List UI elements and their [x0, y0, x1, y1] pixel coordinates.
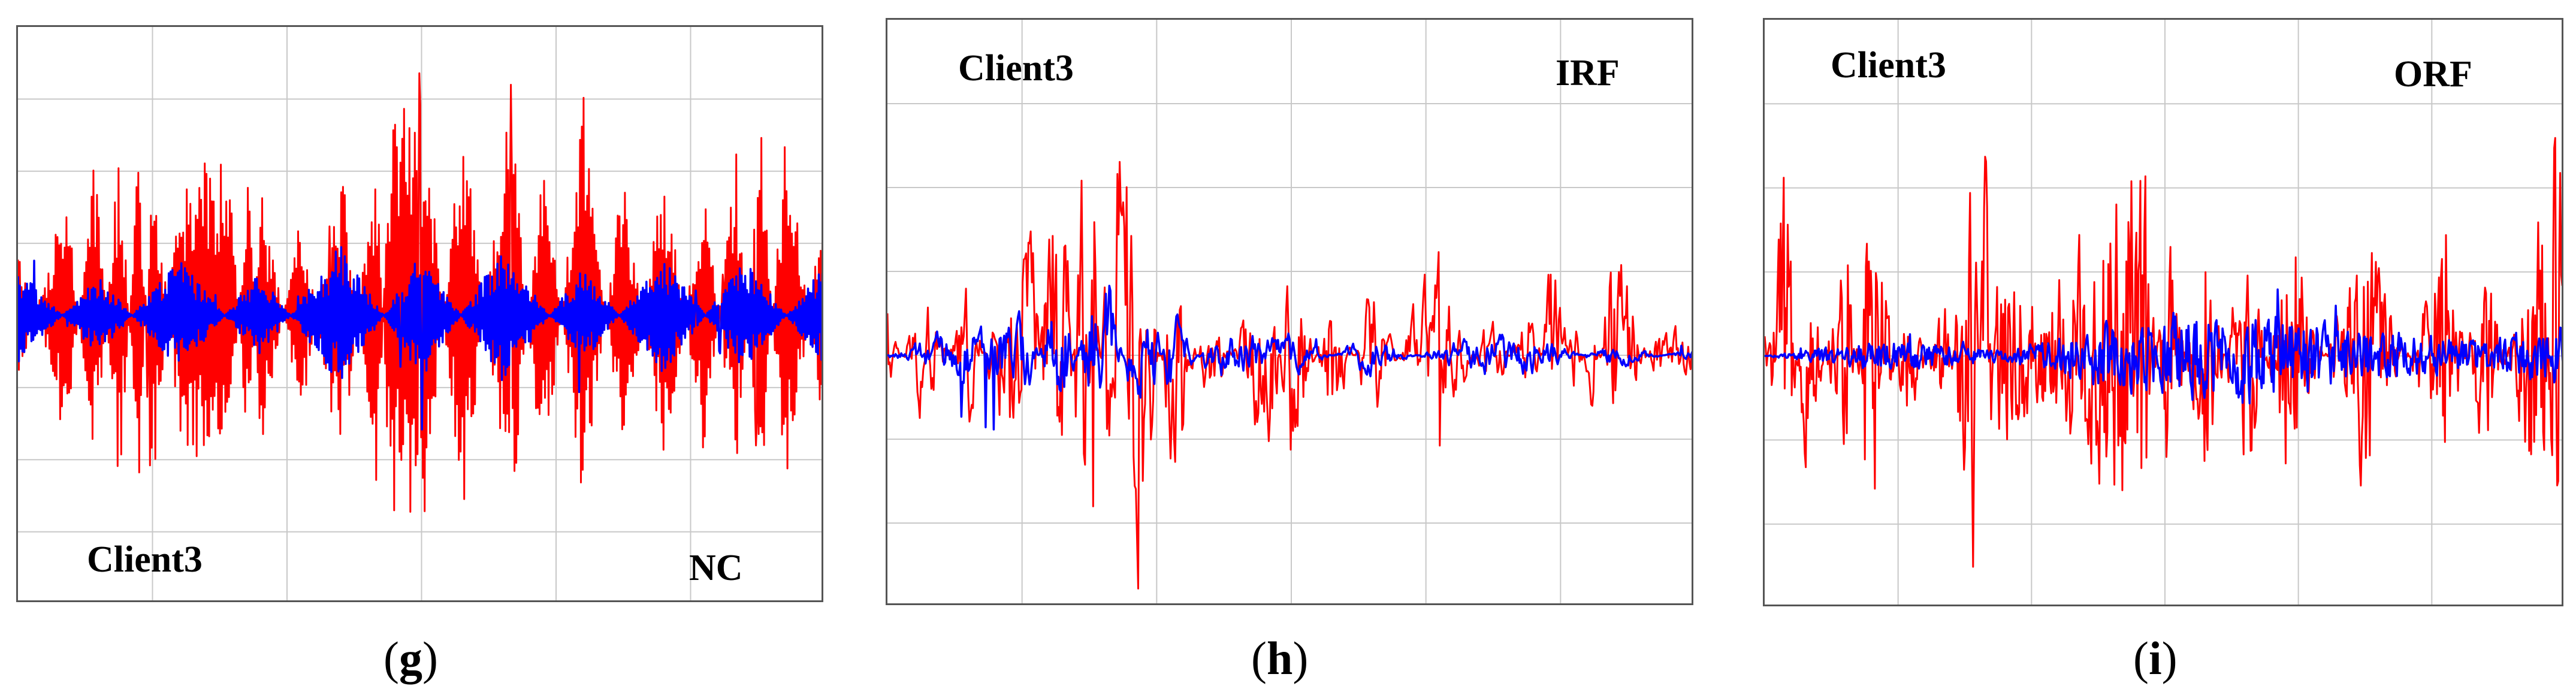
- plot-area-h: Client3 IRF: [886, 18, 1693, 605]
- caption-i: (i): [2133, 632, 2178, 684]
- series-blue-line: [887, 285, 1692, 431]
- caption-h: (h): [1251, 632, 1309, 684]
- caption-letter-g: g: [398, 632, 422, 684]
- grid-lines: [887, 20, 1692, 603]
- caption-letter-h: h: [1266, 632, 1293, 684]
- fault-label-h: IRF: [1556, 53, 1620, 93]
- signal-plot-h: [887, 20, 1692, 603]
- fault-label-g: NC: [689, 548, 743, 588]
- caption-g: (g): [383, 632, 438, 684]
- series-blue-line: [1765, 288, 2562, 404]
- fault-label-i: ORF: [2394, 54, 2472, 95]
- plot-area-i: Client3 ORF: [1763, 18, 2563, 606]
- signal-plot-g: [18, 27, 822, 600]
- client-label-g: Client3: [87, 539, 203, 580]
- caption-letter-i: i: [2148, 632, 2162, 684]
- client-label-h: Client3: [958, 48, 1074, 89]
- client-label-i: Client3: [1831, 45, 1946, 86]
- grid-lines: [1765, 20, 2562, 605]
- series-blue-line: [18, 246, 822, 431]
- plot-area-g: Client3 NC: [16, 25, 823, 602]
- signal-plot-i: [1765, 20, 2562, 605]
- series-red-line: [887, 161, 1692, 590]
